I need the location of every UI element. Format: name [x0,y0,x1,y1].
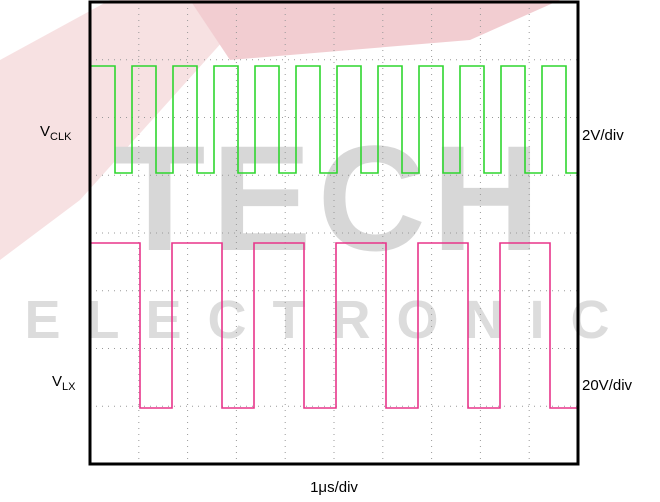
plot-frame [88,0,580,466]
lx-label-sub: LX [62,381,76,393]
grid [90,2,578,464]
lx-scale: 20V/div [582,377,633,394]
clk-scale: 2V/div [582,127,624,144]
lx-label-main: V [52,373,62,390]
lx-label: VLX [52,373,76,393]
clk-label-main: V [40,123,50,140]
watermark-swoosh-top [190,0,560,60]
watermark-small: ELECTRONIC [25,290,636,350]
clk-label: VCLK [40,123,72,143]
watermark-swoosh-left [0,0,260,260]
clk-waveform [91,65,577,174]
time-scale: 1μs/div [310,479,358,496]
clk-label-sub: CLK [50,131,72,143]
watermark-big: TECH [114,114,546,282]
lx-waveform [91,242,577,409]
watermark: TECH ELECTRONIC [0,0,636,350]
